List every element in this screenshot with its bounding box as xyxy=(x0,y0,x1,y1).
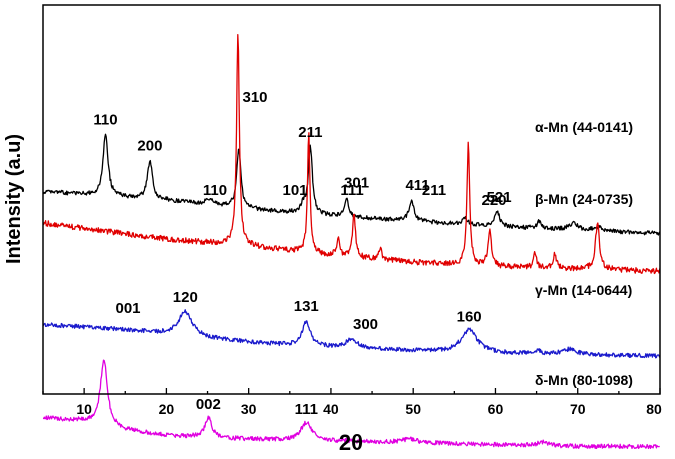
x-tick-label: 10 xyxy=(76,401,92,417)
peak-label: 411 xyxy=(405,177,429,194)
x-tick-label: 40 xyxy=(323,401,339,417)
peak-label: 211 xyxy=(298,124,322,141)
peak-label: 120 xyxy=(173,289,198,306)
series-line-2 xyxy=(42,33,661,275)
x-tick-label: 20 xyxy=(159,401,175,417)
series-label-3: γ-Mn (14-0644) xyxy=(535,282,632,298)
plot-traces xyxy=(42,33,661,450)
peak-label: 111 xyxy=(295,401,318,418)
peak-labels: 110 200 310 211 301 411 521 110 101 111 211 220 120 1… xyxy=(93,89,511,418)
series-line-4 xyxy=(43,359,660,450)
series-label-2: β-Mn (24-0735) xyxy=(535,191,633,207)
x-axis-title: 2θ xyxy=(339,430,363,455)
series-label-4: δ-Mn (80-1098) xyxy=(535,372,633,388)
peak-label: 110 xyxy=(203,182,227,199)
peak-label: 300 xyxy=(353,316,378,333)
series-line-3 xyxy=(42,309,661,359)
x-axis: 10 20 30 40 50 60 70 80 xyxy=(42,388,662,417)
peak-label: 001 xyxy=(115,300,140,317)
peak-label: 521 xyxy=(487,189,512,206)
peak-label: 002 xyxy=(196,396,221,413)
series-label-1: α-Mn (44-0141) xyxy=(535,119,633,135)
y-axis-title: Intensity (a.u) xyxy=(3,134,25,264)
peak-label: 111 xyxy=(340,182,363,199)
x-tick-label: 60 xyxy=(488,401,504,417)
peak-label: 310 xyxy=(242,89,267,106)
x-tick-label: 70 xyxy=(570,401,586,417)
peak-label: 131 xyxy=(294,298,319,315)
peak-label: 200 xyxy=(137,137,162,154)
peak-label: 160 xyxy=(457,309,482,326)
x-tick-label: 80 xyxy=(646,401,662,417)
peak-label: 110 xyxy=(93,111,117,128)
peak-label: 220 xyxy=(481,192,506,209)
x-tick-label: 50 xyxy=(405,401,421,417)
plot-frame xyxy=(42,4,661,395)
series-labels: α-Mn (44-0141) β-Mn (24-0735) γ-Mn (14-064… xyxy=(535,119,633,388)
x-tick-label: 30 xyxy=(241,401,257,417)
series-line-1 xyxy=(42,133,661,236)
peak-label: 301 xyxy=(344,175,369,192)
peak-label: 211 xyxy=(422,182,446,199)
peak-label: 101 xyxy=(282,182,307,199)
